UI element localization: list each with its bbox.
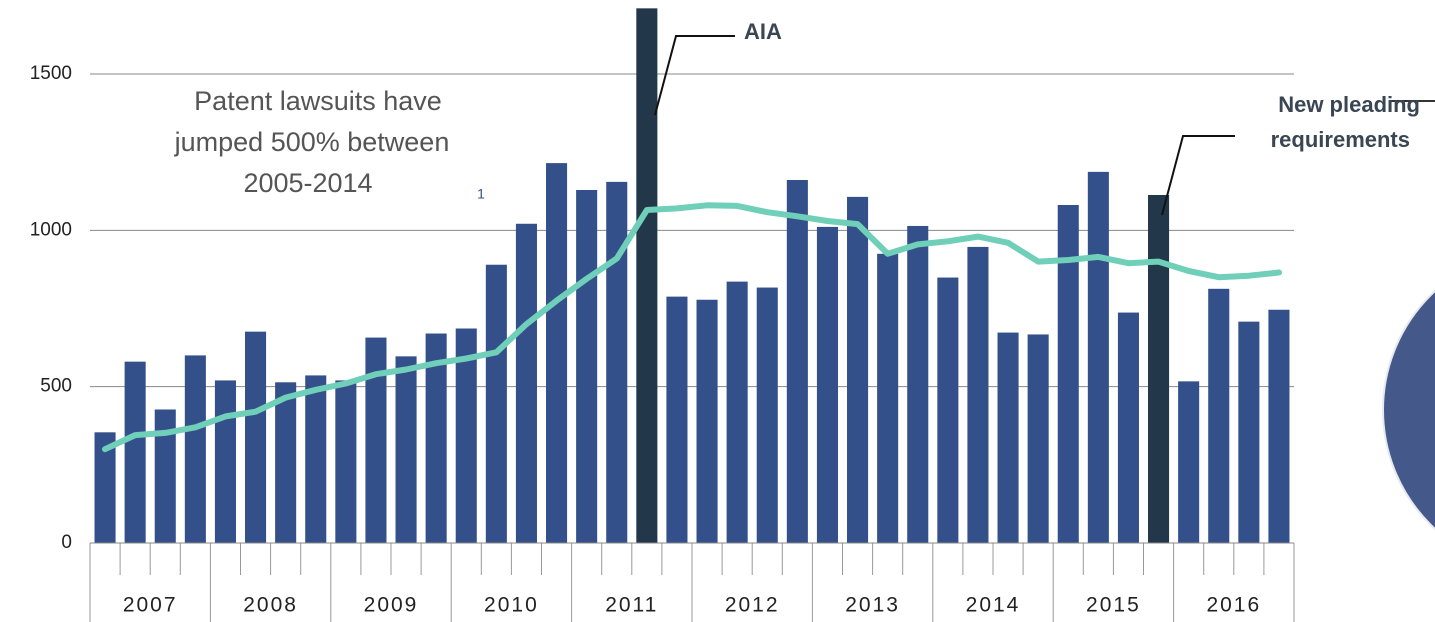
bar: [184, 355, 206, 543]
x-group-label: 2013: [845, 594, 900, 617]
bar: [576, 189, 598, 543]
x-group-label: 2009: [364, 594, 419, 617]
x-group-label: 2012: [725, 594, 780, 617]
bar: [1117, 312, 1139, 543]
bar: [515, 223, 537, 543]
bar: [425, 333, 447, 543]
bar: [1057, 205, 1079, 544]
bar: [546, 163, 568, 544]
y-tick-label: 0: [61, 532, 72, 553]
callout: AIA: [744, 19, 782, 44]
annotation: Patent lawsuits have: [194, 86, 442, 116]
x-group-label: 2010: [484, 594, 539, 617]
bar: [335, 380, 357, 543]
annotation: jumped 500% between: [174, 127, 450, 157]
bar: [1238, 321, 1260, 543]
bar: [455, 328, 477, 543]
bar: [606, 181, 628, 543]
bar: [124, 361, 146, 543]
bar: [816, 226, 838, 544]
y-tick-label: 500: [40, 376, 72, 397]
callout: New pleading: [1278, 92, 1420, 117]
bar: [666, 296, 688, 543]
bar: [94, 432, 116, 543]
bar: [1148, 195, 1170, 543]
bar: [907, 225, 929, 543]
y-tick-label: 1000: [30, 219, 72, 240]
bar: [967, 246, 989, 543]
callout-line: [1161, 135, 1235, 216]
callout: requirements: [1271, 127, 1410, 152]
bar: [214, 380, 236, 543]
marks: 0 500 1000 1500 2007 2008 2009 2010 2011 2012 2013…: [30, 8, 1295, 622]
bar: [275, 382, 297, 543]
x-group-label: 2007: [123, 594, 178, 617]
bar: [997, 332, 1019, 543]
x-group-label: 2016: [1206, 594, 1261, 617]
decor-circle: [1382, 289, 1435, 531]
bar: [485, 264, 507, 543]
bar: [847, 196, 869, 544]
bar: [1268, 309, 1290, 543]
bar: [245, 331, 267, 543]
footnote: 1: [477, 186, 485, 202]
x-group-label: 2008: [243, 594, 298, 617]
bar: [305, 375, 327, 543]
bar: [696, 299, 718, 543]
bar: [1208, 288, 1230, 543]
bar: [1087, 171, 1109, 543]
bar: [726, 281, 748, 543]
bar: [154, 409, 176, 543]
x-group-label: 2015: [1086, 594, 1141, 617]
x-group-label: 2011: [605, 594, 658, 617]
y-tick-label: 1500: [30, 63, 72, 84]
x-group-label: 2014: [966, 594, 1021, 617]
bar: [786, 179, 808, 543]
bar: [636, 8, 658, 543]
bar: [756, 287, 778, 543]
annotation: 2005-2014: [243, 168, 372, 198]
bar: [365, 337, 387, 543]
bar: [1178, 381, 1200, 543]
bar: [395, 356, 417, 543]
bar: [937, 277, 959, 543]
trend-line: [102, 202, 1282, 453]
bar: [1027, 334, 1049, 543]
callout-line: [654, 35, 735, 116]
bar: [877, 253, 899, 544]
